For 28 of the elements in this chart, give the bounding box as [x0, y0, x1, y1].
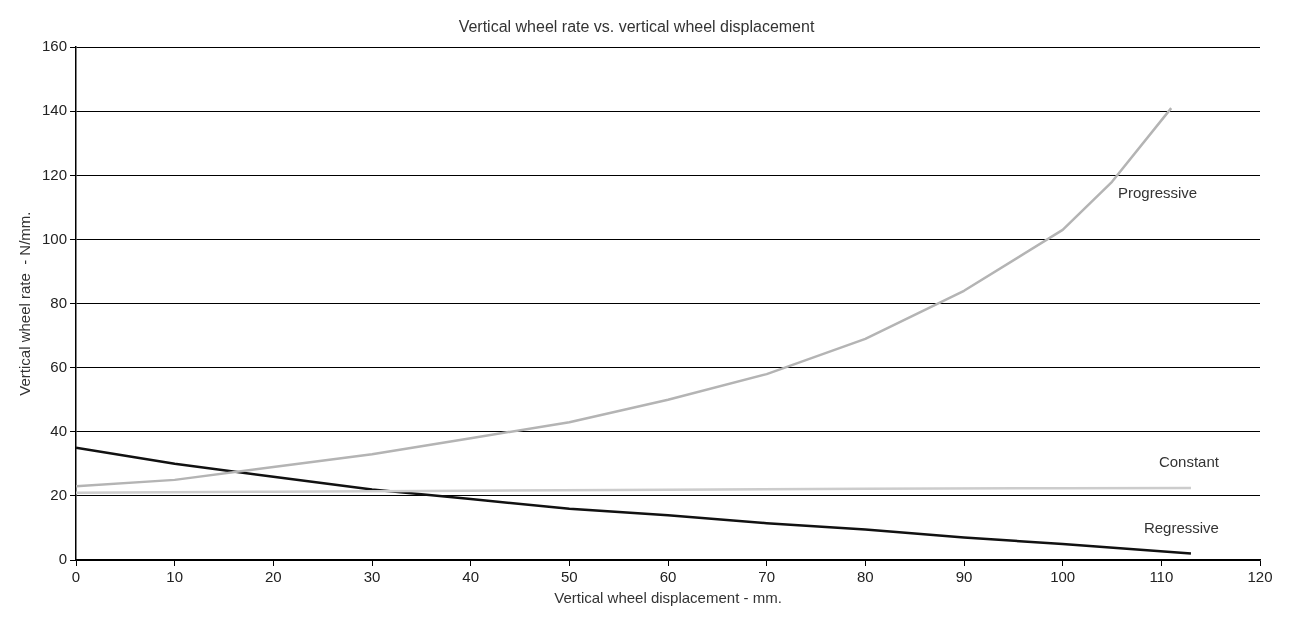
y-tick-label: 80 — [50, 293, 68, 311]
x-tick-label: 40 — [462, 568, 480, 586]
x-tick-label: 50 — [561, 568, 578, 586]
series-label: Regressive — [1143, 518, 1219, 536]
y-tick-label: 160 — [42, 37, 68, 55]
y-tick-label: 20 — [50, 486, 68, 504]
x-tick-label: 60 — [659, 568, 677, 586]
x-tick-label: 90 — [955, 568, 973, 586]
y-tick-label: 100 — [42, 229, 68, 247]
y-tick-label: 120 — [42, 165, 68, 183]
x-axis-title: Vertical wheel displacement - mm. — [554, 589, 782, 607]
y-tick-label: 140 — [42, 101, 68, 119]
x-tick-label: 110 — [1149, 568, 1174, 586]
x-tick-label: 20 — [265, 568, 282, 586]
series-label: Progressive — [1118, 183, 1198, 201]
y-axis-title: Vertical wheel rate - N/mm. — [16, 211, 34, 396]
x-tick-label: 100 — [1050, 568, 1076, 586]
series-label: Constant — [1158, 453, 1220, 471]
chart-title: Vertical wheel rate vs. vertical wheel displacement — [458, 18, 815, 36]
x-tick-label: 30 — [363, 568, 381, 586]
y-tick-label: 40 — [50, 421, 68, 439]
x-tick-label: 0 — [71, 568, 81, 586]
y-tick-label: 60 — [50, 357, 68, 375]
x-tick-label: 70 — [758, 568, 776, 586]
x-tick-label: 80 — [857, 568, 874, 586]
x-tick-label: 120 — [1247, 568, 1273, 586]
y-tick-label: 0 — [58, 550, 68, 568]
x-tick-label: 10 — [166, 568, 184, 586]
